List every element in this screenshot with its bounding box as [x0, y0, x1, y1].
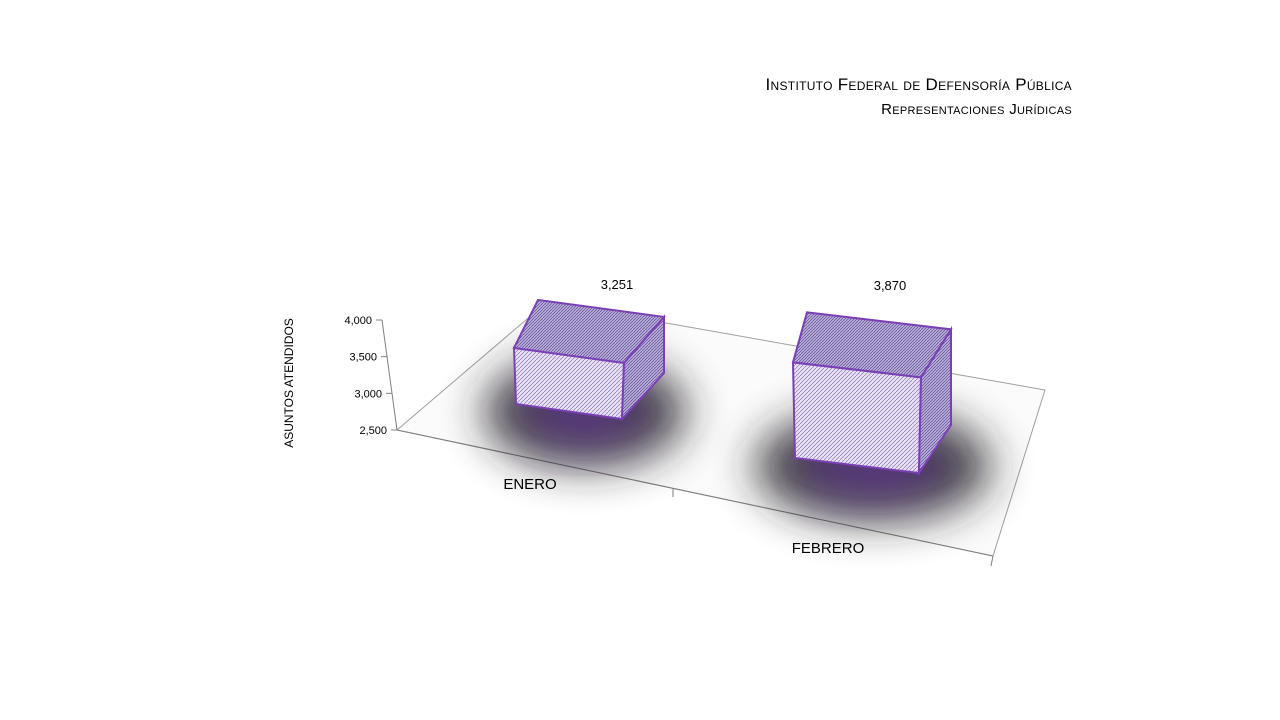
labels: 3,251 ENERO 3,870 FEBRERO: [503, 277, 906, 557]
bar-top-face: [512, 298, 666, 364]
y-axis-line: [381, 319, 398, 431]
data-label: 3,251: [601, 277, 634, 292]
bar-febrero: [791, 311, 953, 477]
chart-subtitle: Representaciones Jurídicas: [881, 101, 1072, 118]
y-axis-label: ASUNTOS ATENDIDOS: [282, 318, 296, 448]
bars: [512, 298, 953, 477]
x-axis-line: [396, 429, 994, 557]
y-axis: 2,500 3,000 3,500 4,000 ASUNTOS ATENDIDOS: [282, 315, 398, 448]
y-tick-label: 3,000: [354, 388, 382, 400]
x-category-label: FEBRERO: [792, 540, 865, 557]
chart-title: Instituto Federal de Defensoría Pública: [765, 75, 1072, 94]
x-category-label: ENERO: [503, 476, 556, 493]
y-tick-label: 3,500: [349, 352, 377, 364]
bar-top-face: [791, 311, 953, 379]
y-tick-label: 4,000: [344, 315, 372, 327]
bar-front-face: [791, 361, 923, 475]
y-tick-label: 2,500: [359, 425, 387, 437]
bar-enero: [512, 298, 666, 422]
chart-title-block: Instituto Federal de Defensoría Pública …: [766, 72, 1072, 122]
x-axis-end-tick: [990, 555, 994, 567]
data-label: 3,870: [874, 278, 907, 293]
